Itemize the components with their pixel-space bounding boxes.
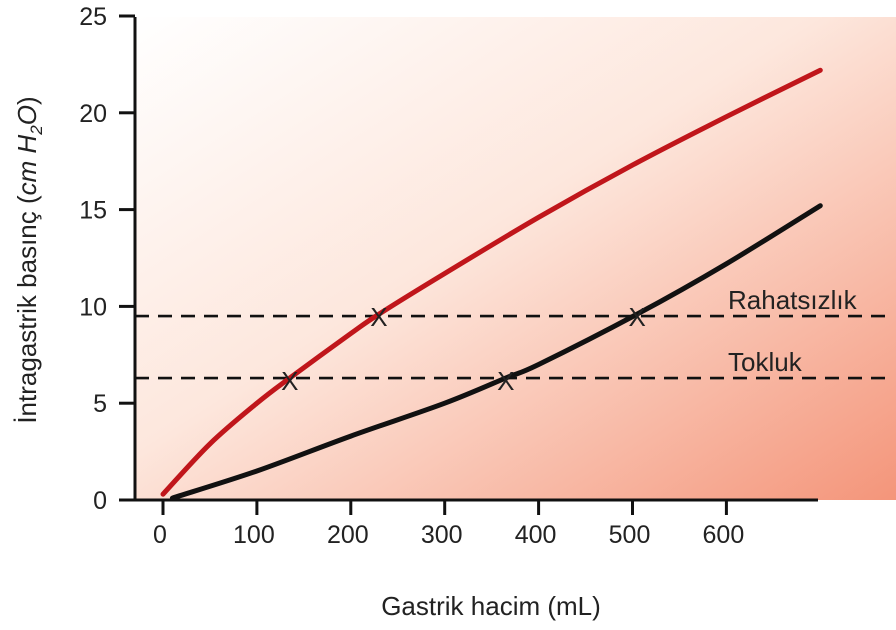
series-line-red [160,67,823,497]
y-axis-title-unit-end: O [12,105,42,125]
axis-layer [133,17,818,502]
series-line-black [169,203,823,501]
x-tick-label: 600 [703,521,745,549]
x-tick-label: 100 [233,521,275,549]
y-tick-label: 20 [79,100,107,128]
y-axis-title: İntragastrik basınç (cm H2O) [12,96,46,423]
y-tick-label: 10 [79,293,107,321]
y-tick-label: 5 [93,390,107,418]
y-axis-title-start: İntragastrik basınç ( [12,195,42,424]
threshold-label: Tokluk [728,347,803,377]
y-tick-label: 0 [93,487,107,515]
x-marker: X [281,366,298,396]
x-tick-label: 200 [327,521,369,549]
x-marker: X [497,366,514,396]
x-axis-title: Gastrik hacim (mL) [381,591,601,621]
series-layer [160,67,823,501]
y-tick-label: 15 [79,197,107,225]
marker-layer: X X X X [281,302,646,396]
y-axis-title-unit: cm H [12,134,42,195]
x-marker: X [629,302,646,332]
x-tick-label: 0 [153,521,167,549]
threshold-label: Rahatsızlık [728,285,858,315]
x-tick-label: 500 [609,521,651,549]
y-tick-label: 25 [79,3,107,31]
tick-layer: 0 5 10 15 20 25 0 100 200 300 400 500 600 [79,3,744,549]
y-axis-title-close: ) [12,96,42,105]
x-marker: X [370,302,387,332]
x-tick-label: 400 [515,521,557,549]
x-tick-label: 300 [421,521,463,549]
y-axis-title-subscript: 2 [27,125,46,136]
